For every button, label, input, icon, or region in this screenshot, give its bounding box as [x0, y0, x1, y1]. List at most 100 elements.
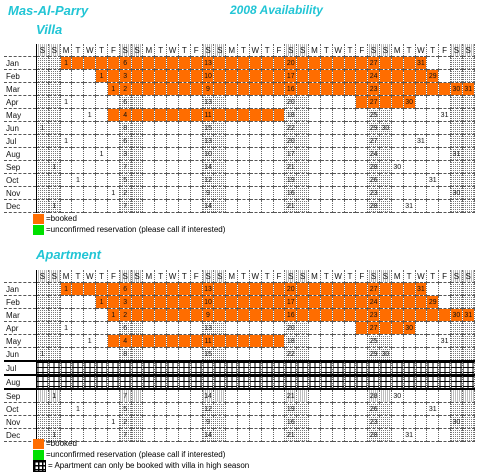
day-cell: [178, 147, 191, 161]
day-header: S: [119, 44, 132, 57]
day-cell: [355, 95, 369, 109]
day-cell: [403, 69, 416, 83]
day-cell: 30: [379, 347, 392, 362]
day-cell: [131, 282, 144, 296]
day-cell: [308, 428, 321, 442]
day-cell: [131, 402, 144, 416]
day-cell: [450, 199, 463, 213]
day-cell: [332, 402, 345, 416]
day-cell: [438, 69, 451, 83]
day-cell: [83, 121, 97, 135]
day-cell: [237, 199, 250, 213]
day-cell: [71, 199, 85, 213]
day-cell: [415, 321, 428, 335]
day-header: F: [355, 270, 369, 283]
day-cell: [36, 415, 49, 429]
day-cell: [107, 428, 120, 442]
day-header: S: [131, 270, 144, 283]
day-cell: [320, 121, 333, 135]
day-cell: [462, 428, 475, 442]
month-label: Oct: [4, 173, 37, 187]
day-cell: [344, 428, 357, 442]
day-cell: [308, 402, 321, 416]
day-cell: 1: [60, 321, 73, 335]
day-cell: [344, 69, 357, 83]
day-cell: [95, 347, 108, 362]
day-cell: [36, 374, 49, 390]
month-label: Jun: [4, 347, 37, 362]
day-cell: [154, 186, 168, 200]
day-cell: [320, 389, 333, 403]
day-cell: [426, 321, 440, 335]
day-cell: [166, 374, 179, 390]
day-cell: [190, 134, 203, 148]
day-cell: 21: [284, 160, 298, 174]
day-cell: [213, 295, 227, 309]
day-cell: [332, 295, 345, 309]
day-cell: [344, 173, 357, 187]
day-cell: 23: [367, 186, 381, 200]
day-cell: [213, 347, 227, 362]
day-cell: [107, 347, 120, 362]
day-header: T: [320, 44, 333, 57]
day-header: S: [462, 44, 475, 57]
day-cell: 20: [284, 95, 298, 109]
day-cell: [48, 56, 61, 70]
day-cell: [261, 389, 274, 403]
day-cell: [296, 95, 310, 109]
day-cell: [154, 95, 168, 109]
day-cell: [249, 347, 262, 362]
day-cell: [60, 173, 73, 187]
day-cell: [249, 334, 262, 348]
day-cell: [178, 295, 191, 309]
day-cell: [284, 374, 298, 390]
month-label: Sep: [4, 389, 37, 403]
day-cell: [332, 134, 345, 148]
day-cell: [296, 347, 310, 362]
day-cell: [142, 347, 156, 362]
month-row: Nov 1 2 9 16 23 30: [4, 186, 475, 200]
day-cell: [225, 69, 239, 83]
month-label: Apr: [4, 95, 37, 109]
day-cell: [332, 321, 345, 335]
day-cell: [95, 374, 108, 390]
day-cell: [462, 147, 475, 161]
day-cell: [119, 374, 132, 390]
day-header: M: [391, 270, 404, 283]
day-cell: [154, 295, 168, 309]
day-cell: [190, 82, 203, 96]
day-cell: 9: [202, 415, 215, 429]
day-cell: [95, 134, 108, 148]
day-cell: [166, 334, 179, 348]
day-cell: 6: [119, 134, 132, 148]
day-cell: [178, 360, 191, 376]
day-cell: [403, 374, 416, 390]
day-cell: 31: [450, 147, 463, 161]
day-cell: [190, 402, 203, 416]
apartment-calendar: S S M T W T F S S M T W T F S S M T W T F S S M T W T F S S M T W T F S S Jan…: [4, 270, 475, 442]
month-row: Jul: [4, 360, 475, 376]
month-row: Sep 1 7 14 21 28 30: [4, 160, 475, 174]
day-cell: [450, 402, 463, 416]
day-cell: [71, 95, 85, 109]
day-cell: [462, 389, 475, 403]
day-cell: [462, 199, 475, 213]
day-cell: [48, 360, 61, 376]
day-cell: [308, 160, 321, 174]
month-row: Feb 1 3 10 17 24 29: [4, 69, 475, 83]
day-cell: [225, 173, 239, 187]
day-cell: 31: [438, 334, 451, 348]
day-cell: [320, 295, 333, 309]
month-label: Aug: [4, 374, 37, 390]
day-cell: [60, 402, 73, 416]
day-cell: [379, 95, 392, 109]
day-cell: [154, 402, 168, 416]
day-cell: [426, 160, 440, 174]
day-cell: [273, 134, 286, 148]
day-cell: 28: [367, 428, 381, 442]
day-cell: [213, 334, 227, 348]
day-cell: [178, 56, 191, 70]
day-cell: [355, 147, 369, 161]
day-cell: [344, 347, 357, 362]
day-cell: 20: [284, 56, 298, 70]
